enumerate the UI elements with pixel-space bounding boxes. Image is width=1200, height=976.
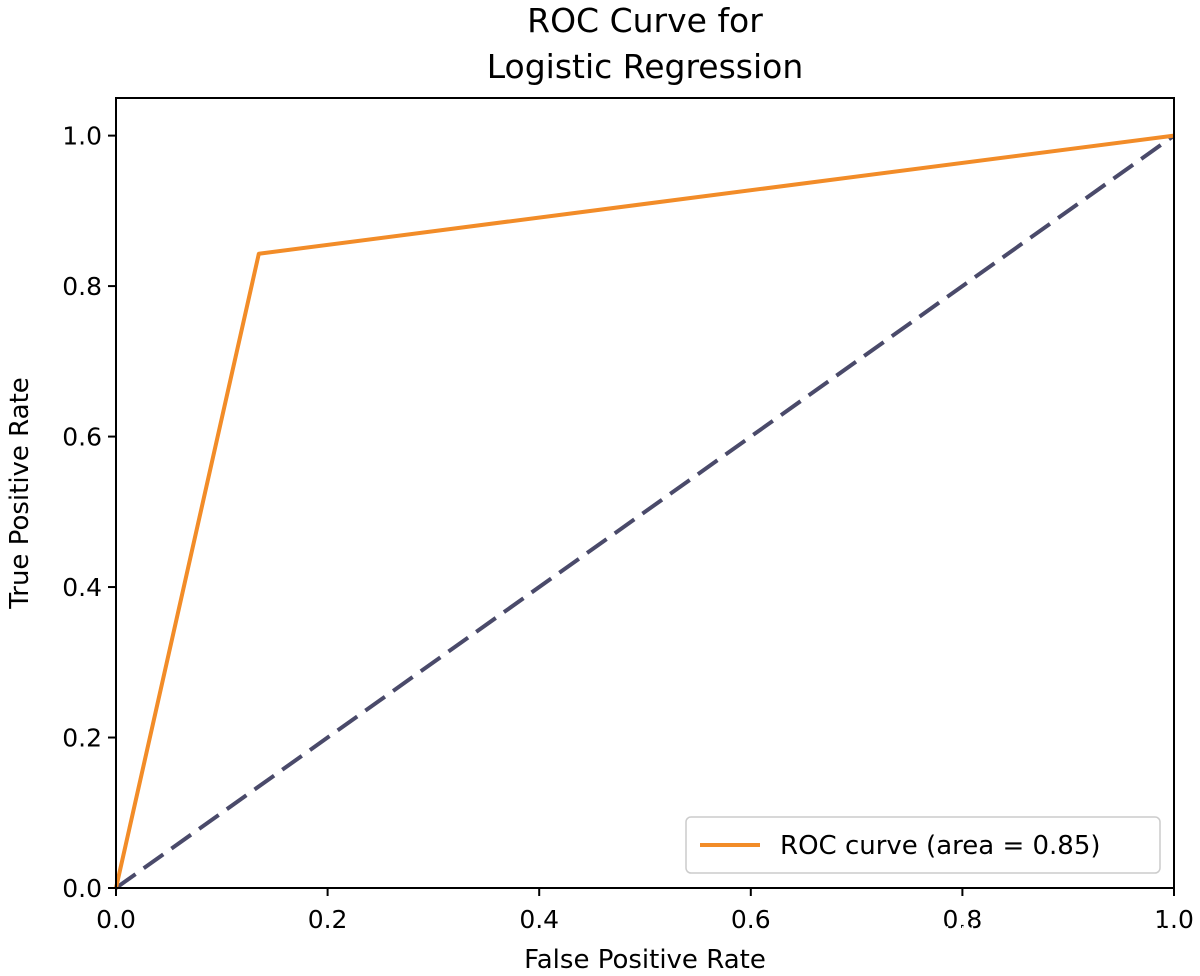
watermark-text: 掘金技术社区 @ 布客飞龙 [914,926,1170,951]
x-tick-label: 0.4 [519,905,559,934]
chart-title-line-2: Logistic Regression [487,47,804,86]
x-tick-label: 1.0 [1154,905,1194,934]
plot-area [116,98,1174,888]
legend-box [685,816,1161,874]
chart-title-line-1: ROC Curve for [527,1,763,40]
x-tick-label: 0.0 [96,905,136,934]
y-tick-label: 0.8 [62,272,102,301]
roc-curve-line [114,133,1175,889]
y-tick-label: 0.6 [62,423,102,452]
series-layer [114,133,1176,890]
chance-diagonal-line [114,133,1176,890]
y-tick-label: 0.4 [62,573,102,602]
y-axis-label: True Positive Rate [5,377,35,610]
y-tick-label: 1.0 [62,122,102,151]
x-tick-label: 0.8 [943,905,983,934]
x-tick-label: 0.6 [731,905,771,934]
plot-frame [115,97,1175,889]
legend: ROC curve (area = 0.85) [685,816,1161,874]
y-axis-ticks: 0.0 0.2 0.4 0.6 0.8 1.0 [62,122,116,903]
y-tick-label: 0.0 [62,874,102,903]
x-axis-ticks: 0.0 0.2 0.4 0.6 0.8 1.0 [96,888,1194,934]
legend-label-roc: ROC curve (area = 0.85) [780,831,1101,861]
x-axis-label: False Positive Rate [524,945,766,975]
x-tick-label: 0.2 [308,905,348,934]
y-tick-label: 0.2 [62,724,102,753]
